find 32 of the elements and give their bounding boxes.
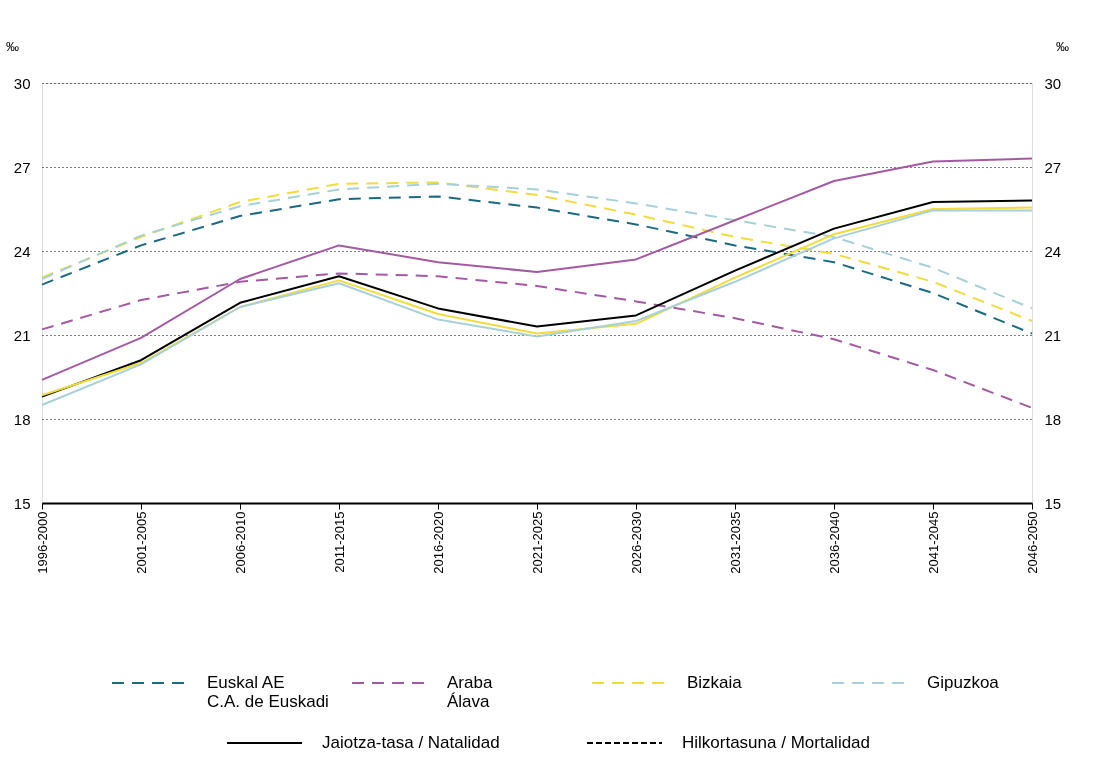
y-tick-label: 27 bbox=[13, 158, 31, 176]
legend-label: Bizkaia bbox=[687, 673, 743, 692]
x-tick-label: 2031-2035 bbox=[727, 511, 743, 574]
x-tick-label: 2036-2040 bbox=[826, 511, 842, 574]
legend-label: Gipuzkoa bbox=[927, 673, 1000, 692]
x-tick-label: 2016-2020 bbox=[430, 511, 446, 574]
y-tick-label: 24 bbox=[13, 242, 31, 260]
x-tick-label: 2021-2025 bbox=[529, 511, 545, 574]
x-tick-label: 2001-2005 bbox=[133, 511, 149, 574]
x-tick-label: 2011-2015 bbox=[331, 511, 347, 573]
line-series bbox=[41, 195, 1033, 335]
y2-tick-label: 30 bbox=[1044, 74, 1062, 92]
y-tick-label: 15 bbox=[13, 494, 31, 512]
y2-tick-label: 24 bbox=[1044, 242, 1062, 260]
y2-tick-label: 21 bbox=[1044, 326, 1062, 344]
y2-tick-label: 15 bbox=[1044, 494, 1062, 512]
x-tick-label: 2046-2050 bbox=[1024, 511, 1040, 574]
y-tick-label: 30 bbox=[13, 74, 31, 92]
legend-label: Araba Álava bbox=[447, 673, 493, 711]
text: Hilkortasuna / Mortalidad bbox=[682, 733, 871, 752]
y-axis-title: ‰ bbox=[6, 38, 19, 54]
text: Jaiotza-tasa / Natalidad bbox=[322, 733, 500, 752]
y2-axis-title: ‰ bbox=[1056, 38, 1069, 54]
x-tick-label: 2006-2010 bbox=[232, 511, 248, 574]
x-tick-label: 2026-2030 bbox=[628, 511, 644, 574]
x-tick-label: 2041-2045 bbox=[925, 511, 941, 574]
legend-label: Euskal AE C.A. de Euskadi bbox=[207, 673, 329, 711]
y-tick-label: 21 bbox=[13, 326, 31, 344]
x-tick-label: 1996-2000 bbox=[34, 511, 50, 574]
y2-tick-label: 27 bbox=[1044, 158, 1062, 176]
y2-tick-label: 18 bbox=[1044, 410, 1062, 428]
y-tick-label: 18 bbox=[13, 410, 31, 428]
